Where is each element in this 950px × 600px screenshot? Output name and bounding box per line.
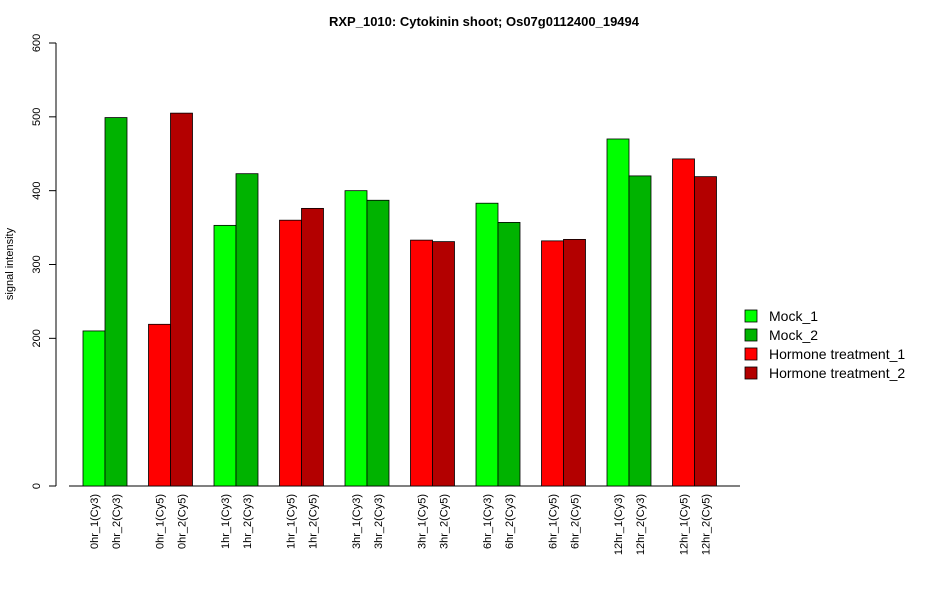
x-tick-label: 0hr_2(Cy3) xyxy=(111,494,123,549)
x-tick-label: 6hr_2(Cy3) xyxy=(504,494,516,549)
y-tick-label: 500 xyxy=(31,108,43,126)
bar xyxy=(497,222,521,487)
bar xyxy=(628,175,652,487)
legend-swatch xyxy=(744,309,758,323)
bar xyxy=(606,138,630,487)
bar xyxy=(148,323,171,487)
bar xyxy=(410,239,433,487)
bar xyxy=(432,241,455,487)
x-tick-label: 0hr_1(Cy5) xyxy=(155,494,167,549)
legend-swatch xyxy=(744,347,758,361)
bar xyxy=(279,219,302,487)
legend-label: Hormone treatment_2 xyxy=(769,365,905,381)
legend: Mock_1 Mock_2 Hormone treatment_1 Hormone t… xyxy=(744,308,905,381)
legend-label: Mock_2 xyxy=(769,327,818,343)
x-tick-label: 1hr_1(Cy3) xyxy=(220,494,232,549)
x-tick-label: 3hr_1(Cy3) xyxy=(351,494,363,549)
legend-swatch xyxy=(744,366,758,380)
y-tick-label: 600 xyxy=(31,34,43,52)
x-tick-label: 3hr_1(Cy5) xyxy=(417,494,429,549)
x-tick-label: 12hr_2(Cy3) xyxy=(635,494,647,555)
x-tick-label: 0hr_2(Cy5) xyxy=(177,494,189,549)
y-tick-label: 300 xyxy=(31,255,43,273)
y-axis-label: signal intensity xyxy=(4,227,16,300)
bar xyxy=(170,112,193,487)
bar xyxy=(475,202,499,487)
bar xyxy=(213,224,237,487)
bar xyxy=(104,117,128,487)
x-tick-label: 1hr_2(Cy5) xyxy=(308,494,320,549)
x-tick-label: 3hr_2(Cy5) xyxy=(439,494,451,549)
x-tick-label: 6hr_1(Cy3) xyxy=(482,494,494,549)
bar xyxy=(344,190,368,487)
x-tick-label: 6hr_2(Cy5) xyxy=(570,494,582,549)
x-tick-label: 1hr_1(Cy5) xyxy=(286,494,298,549)
x-tick-label: 12hr_1(Cy5) xyxy=(679,494,691,555)
chart-title: RXP_1010: Cytokinin shoot; Os07g0112400_… xyxy=(329,14,640,29)
y-tick-label: 400 xyxy=(31,181,43,199)
x-tick-label: 0hr_1(Cy3) xyxy=(89,494,101,549)
x-tick-label: 12hr_2(Cy5) xyxy=(701,494,713,555)
x-tick-label: 3hr_2(Cy3) xyxy=(373,494,385,549)
legend-swatch xyxy=(744,328,758,342)
y-axis: 0 200 300 400 500 600 xyxy=(31,34,57,489)
bars xyxy=(82,112,717,487)
legend-label: Hormone treatment_1 xyxy=(769,346,905,362)
x-tick-label: 6hr_1(Cy5) xyxy=(548,494,560,549)
x-tick-labels: 0hr_1(Cy3) 0hr_2(Cy3) 0hr_1(Cy5) 0hr_2(Cy5)… xyxy=(89,494,713,555)
x-tick-label: 1hr_2(Cy3) xyxy=(242,494,254,549)
bar xyxy=(82,330,106,487)
bar xyxy=(563,238,586,487)
x-tick-label: 12hr_1(Cy3) xyxy=(613,494,625,555)
bar xyxy=(672,158,695,487)
bar xyxy=(235,173,259,487)
legend-label: Mock_1 xyxy=(769,308,818,324)
y-tick-label: 200 xyxy=(31,329,43,347)
y-tick-label: 0 xyxy=(31,483,43,489)
bar xyxy=(366,199,390,487)
bar xyxy=(301,207,324,487)
bar xyxy=(541,240,564,487)
bar xyxy=(694,176,717,487)
